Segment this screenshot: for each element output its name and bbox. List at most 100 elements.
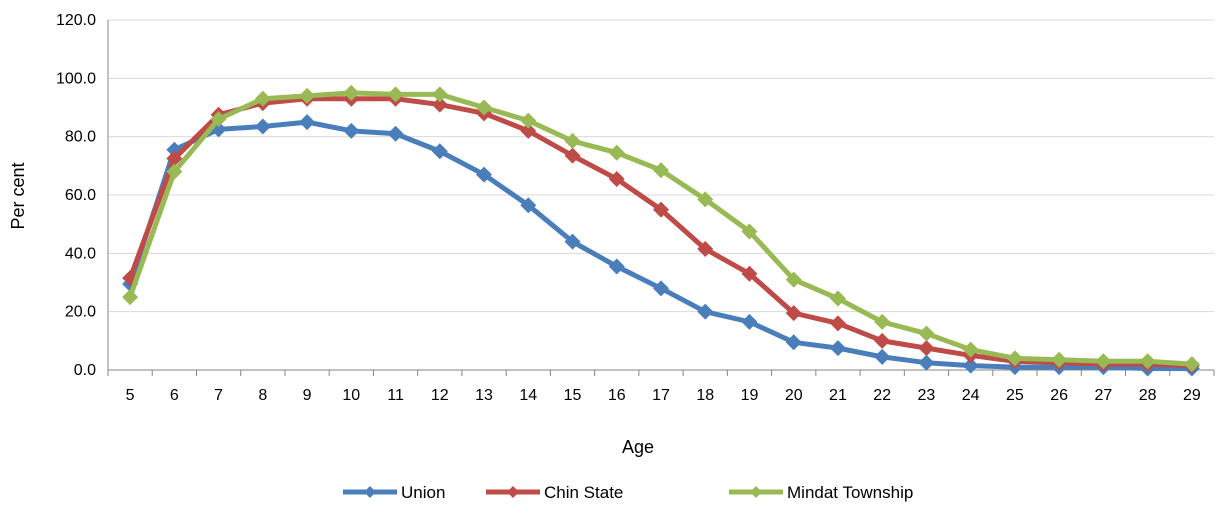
- x-tick-label: 12: [431, 387, 449, 404]
- legend-swatch-marker: [750, 486, 762, 498]
- data-point: [697, 191, 714, 208]
- data-point: [254, 118, 271, 135]
- data-point: [653, 280, 669, 297]
- data-point: [653, 201, 669, 218]
- x-tick-labels: 5 6 7 8 9 10 11 12 13 14 15 16 17 18 19 20 21 22 23 24 25 26 2…: [126, 387, 1201, 404]
- data-point: [962, 357, 979, 374]
- legend-item: Mindat Township: [729, 483, 913, 502]
- data-point: [918, 354, 935, 371]
- x-tick-label: 21: [829, 387, 847, 404]
- data-point: [210, 111, 227, 128]
- legend-label: Chin State: [544, 483, 623, 502]
- data-point: [387, 125, 404, 142]
- legend-item: Union: [343, 483, 445, 502]
- data-point: [476, 166, 493, 183]
- x-tick-label: 20: [785, 387, 803, 404]
- x-tick-label: 26: [1050, 387, 1068, 404]
- series-group: [122, 84, 1200, 377]
- y-tick-label: 0.0: [74, 362, 96, 379]
- x-tick-label: 13: [475, 387, 493, 404]
- data-point: [166, 150, 183, 167]
- x-tick-label: 17: [652, 387, 670, 404]
- data-point: [918, 325, 935, 342]
- data-point: [608, 258, 625, 275]
- x-tick-label: 11: [387, 387, 404, 404]
- data-point: [431, 143, 448, 160]
- x-tick-label: 7: [214, 387, 223, 404]
- legend-label: Mindat Township: [787, 483, 913, 502]
- data-point: [918, 340, 935, 357]
- y-tick-label: 100.0: [56, 70, 96, 87]
- data-point: [697, 240, 714, 257]
- data-point: [741, 223, 758, 240]
- data-point: [741, 313, 758, 330]
- x-tick-label: 22: [873, 387, 891, 404]
- x-axis-title: Age: [622, 437, 654, 457]
- y-tick-label: 120.0: [56, 12, 96, 29]
- legend-swatch-marker: [507, 486, 519, 498]
- x-tick-label: 29: [1183, 387, 1201, 404]
- data-point: [829, 315, 846, 332]
- x-tick-label: 6: [170, 387, 179, 404]
- data-point: [608, 144, 625, 161]
- series-0: [122, 114, 1200, 377]
- data-point: [653, 162, 669, 179]
- data-point: [166, 163, 183, 180]
- data-point: [564, 133, 581, 150]
- data-point: [520, 197, 537, 214]
- y-tick-label: 60.0: [65, 187, 96, 204]
- data-point: [829, 290, 846, 307]
- data-point: [343, 122, 360, 139]
- x-tick-label: 8: [258, 387, 267, 404]
- data-point: [564, 147, 581, 164]
- data-point: [122, 289, 139, 306]
- x-tick-label: 28: [1139, 387, 1157, 404]
- data-point: [387, 86, 404, 103]
- data-point: [785, 271, 802, 288]
- x-tick-label: 16: [608, 387, 626, 404]
- data-point: [874, 313, 891, 330]
- data-point: [343, 84, 360, 101]
- data-point: [874, 332, 891, 349]
- data-point: [299, 87, 316, 104]
- data-point: [785, 305, 802, 322]
- x-tick-label: 9: [303, 387, 312, 404]
- x-tick-label: 25: [1006, 387, 1024, 404]
- data-point: [431, 96, 448, 113]
- data-point: [299, 114, 316, 131]
- data-point: [520, 122, 537, 139]
- series-line: [127, 90, 1195, 367]
- x-tick-label: 24: [962, 387, 980, 404]
- legend-label: Union: [401, 483, 445, 502]
- y-tick-label: 20.0: [65, 304, 96, 321]
- legend-item: Chin State: [486, 483, 623, 502]
- data-point: [564, 233, 581, 250]
- data-point: [431, 86, 448, 103]
- x-tick-label: 14: [519, 387, 537, 404]
- x-tick-label: 18: [696, 387, 714, 404]
- legend-swatch-marker: [364, 486, 376, 498]
- x-tick-label: 5: [126, 387, 135, 404]
- data-point: [785, 334, 802, 351]
- x-tick-label: 27: [1095, 387, 1113, 404]
- x-tick-label: 19: [741, 387, 759, 404]
- data-point: [697, 303, 714, 320]
- data-point: [476, 99, 493, 116]
- legend: Union Chin State Mindat Township: [343, 483, 913, 502]
- data-point: [520, 112, 537, 129]
- series-line: [127, 119, 1195, 372]
- data-point: [1006, 350, 1023, 367]
- x-tick-label: 15: [564, 387, 582, 404]
- series-line: [127, 96, 1195, 369]
- data-point: [874, 348, 891, 365]
- data-point: [254, 90, 271, 107]
- data-point: [1139, 353, 1156, 370]
- series-1: [122, 90, 1200, 374]
- data-point: [1183, 356, 1200, 373]
- series-2: [122, 84, 1200, 373]
- data-point: [741, 265, 758, 282]
- y-tick-label: 80.0: [65, 129, 96, 146]
- grid-lines: [108, 19, 1214, 313]
